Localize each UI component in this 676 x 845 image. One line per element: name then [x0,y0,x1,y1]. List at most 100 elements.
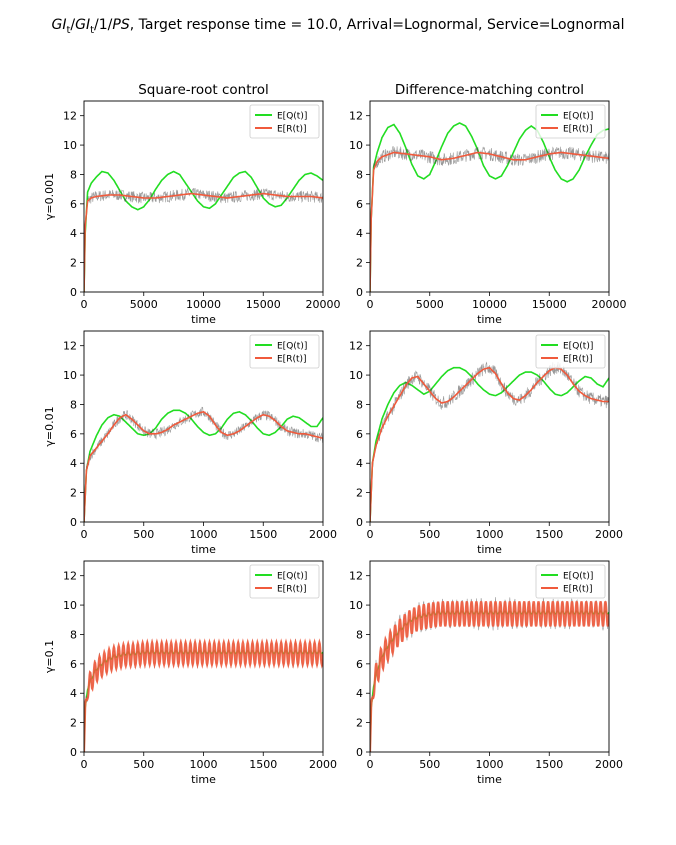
series-line-queue [370,366,609,522]
legend-box [535,104,606,139]
series-line-response [84,638,323,752]
x-axis-label: time [477,543,502,556]
legend-label: E[Q(t)] [277,342,307,352]
y-tick-label: 0 [356,746,363,759]
x-tick-label: 1000 [476,758,504,771]
y-tick-label: 2 [356,257,363,270]
series-line-response [84,192,323,292]
y-tick-label: 0 [356,516,363,529]
y-tick-label: 0 [70,286,77,299]
legend-label: E[Q(t)] [277,112,307,122]
y-tick-label: 10 [349,139,363,152]
x-tick-label: 0 [81,758,88,771]
x-tick-label: 1500 [535,758,563,771]
y-axis-label: γ=0.1 [43,640,56,673]
y-tick-label: 10 [349,599,363,612]
legend: E[Q(t)] E[R(t)] [249,334,320,369]
y-tick-label: 6 [70,428,77,441]
legend-box [535,564,606,599]
legend: E[Q(t)] E[R(t)] [535,564,606,599]
title-part: PS [112,17,129,33]
x-tick-label: 500 [133,528,154,541]
y-tick-label: 8 [356,168,363,181]
series-line-queue [370,122,609,292]
x-tick-label: 1500 [249,758,277,771]
legend: E[Q(t)] E[R(t)] [535,104,606,139]
legend-label: E[R(t)] [563,125,593,135]
series-line-response [84,410,323,522]
title-part: / [70,17,75,33]
plot-area [84,406,323,522]
legend-label: E[Q(t)] [563,342,593,352]
chart-panel: 0 5000 10000 15000 20000 0 2 4 6 8 10 12 time γ=0.001… [43,82,341,326]
title-part: GI [75,17,90,33]
x-tick-label: 0 [81,298,88,311]
x-tick-label: 0 [367,298,374,311]
y-tick-label: 6 [356,658,363,671]
y-tick-label: 8 [70,628,77,641]
series-confidence-band [370,145,609,292]
y-tick-label: 12 [349,570,363,583]
y-tick-label: 12 [349,340,363,353]
x-tick-label: 10000 [186,298,221,311]
x-tick-label: 10000 [472,298,507,311]
plot-area [370,122,609,292]
x-tick-label: 1000 [476,528,504,541]
y-tick-label: 4 [356,457,363,470]
plot-area [370,361,609,522]
x-tick-label: 2000 [309,528,337,541]
legend-label: E[R(t)] [563,585,593,595]
x-tick-label: 20000 [306,298,341,311]
y-tick-label: 8 [356,628,363,641]
plot-area [370,597,609,752]
x-tick-label: 500 [419,758,440,771]
y-tick-label: 12 [63,110,77,123]
legend-box [535,334,606,369]
legend-box [249,334,320,369]
series-line-response [370,151,609,292]
legend-label: E[Q(t)] [563,112,593,122]
x-tick-label: 1000 [190,758,218,771]
x-tick-label: 500 [419,528,440,541]
series-line-response [370,601,609,752]
x-tick-label: 2000 [595,758,623,771]
y-tick-label: 12 [63,570,77,583]
legend-box [249,564,320,599]
x-axis-label: time [191,543,216,556]
legend-label: E[R(t)] [277,355,307,365]
x-tick-label: 15000 [532,298,567,311]
legend: E[Q(t)] E[R(t)] [249,564,320,599]
y-tick-label: 0 [70,516,77,529]
y-tick-label: 10 [63,599,77,612]
x-axis-label: time [191,773,216,786]
y-tick-label: 12 [349,110,363,123]
y-tick-label: 2 [356,487,363,500]
legend-label: E[Q(t)] [563,572,593,582]
series-line-queue [84,170,323,292]
y-axis-label: γ=0.01 [43,406,56,446]
x-axis-label: time [477,313,502,326]
title-part: t [90,25,94,36]
legend-label: E[Q(t)] [277,572,307,582]
chart-panel: 0 500 1000 1500 2000 0 2 4 6 8 10 12 time γ=0.01 E[Q(t… [43,330,337,556]
y-tick-label: 2 [70,717,77,730]
y-tick-label: 4 [356,687,363,700]
title-part: , Target response time = 10.0, Arrival=L… [130,17,625,33]
y-tick-label: 2 [70,257,77,270]
series-line-response [370,366,609,522]
y-tick-label: 4 [70,687,77,700]
y-tick-label: 4 [70,457,77,470]
y-tick-label: 6 [356,428,363,441]
y-tick-label: 10 [63,369,77,382]
x-tick-label: 2000 [309,758,337,771]
figure-title: GIt/GIt/1/PS, Target response time = 10.… [52,17,625,36]
y-tick-label: 10 [63,139,77,152]
y-tick-label: 0 [70,746,77,759]
y-tick-label: 4 [70,227,77,240]
legend: E[Q(t)] E[R(t)] [535,334,606,369]
title-part: /1/ [94,17,113,33]
chart-panel: 0 5000 10000 15000 20000 0 2 4 6 8 10 12 time Differe… [349,82,627,326]
legend-label: E[R(t)] [277,585,307,595]
y-tick-label: 2 [70,487,77,500]
